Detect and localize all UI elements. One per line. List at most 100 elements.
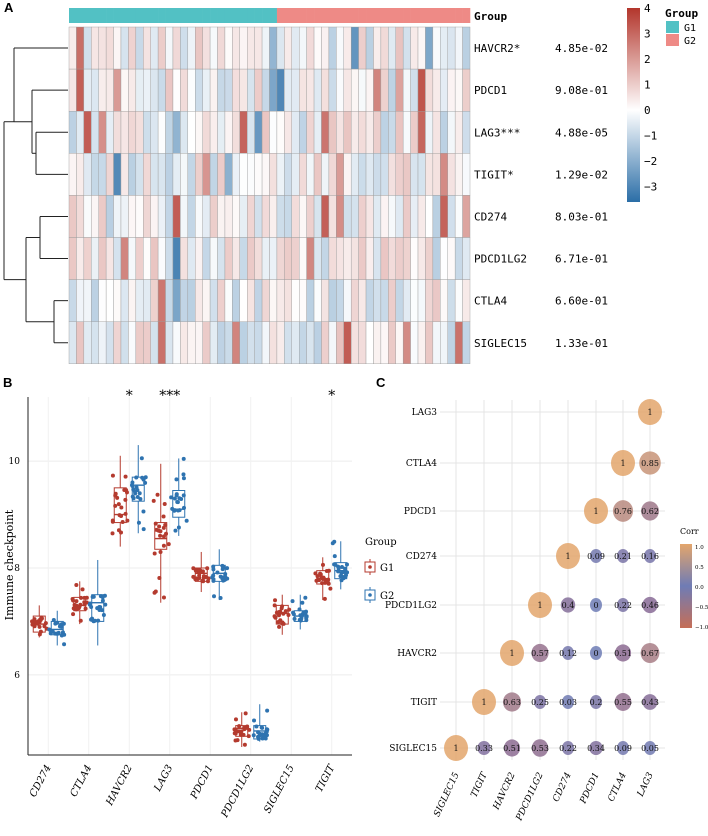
heatmap-cell xyxy=(128,68,137,112)
heatmap-cell xyxy=(128,279,137,322)
corr-x-label: PDCD1LG2 xyxy=(514,771,546,824)
corr-ellipse xyxy=(644,549,656,563)
boxplot-point xyxy=(54,631,59,636)
heatmap-cell xyxy=(284,110,292,154)
heatmap-cell xyxy=(232,321,240,365)
boxplot-point xyxy=(177,496,182,501)
corr-ellipse xyxy=(444,735,468,761)
heatmap-cell xyxy=(247,26,255,70)
annotation-cell xyxy=(269,8,278,23)
heatmap-cell xyxy=(247,195,255,238)
heatmap-cell xyxy=(224,321,233,365)
heatmap-cell xyxy=(217,153,226,196)
boxplot-point xyxy=(197,573,202,578)
boxplot-point xyxy=(143,480,148,485)
heatmap-pvalue: 1.33e-01 xyxy=(555,337,608,350)
heatmap-cell xyxy=(402,279,411,322)
heatmap-cell xyxy=(232,68,240,112)
heatmap-cell xyxy=(365,26,374,70)
annotation-cell xyxy=(440,8,449,23)
heatmap-cell xyxy=(224,110,233,154)
heatmap-pvalue: 4.85e-02 xyxy=(555,42,608,55)
corr-y-label: LAG3 xyxy=(412,408,438,418)
boxplot-point xyxy=(292,616,297,621)
boxplot-point xyxy=(62,642,67,647)
boxplot-x-tick-label: HAVCR2 xyxy=(104,763,135,808)
annotation-cell xyxy=(306,8,315,23)
boxplot-point xyxy=(161,514,166,519)
heatmap-cell xyxy=(276,195,285,238)
heatmap-cell xyxy=(299,321,307,365)
heatmap-cell xyxy=(91,279,99,322)
heatmap-cell xyxy=(202,110,211,154)
heatmap-cell xyxy=(313,195,322,238)
heatmap-cell xyxy=(291,110,300,154)
boxplot-point xyxy=(320,581,325,586)
corr-value-label: 0.51 xyxy=(503,744,521,753)
boxplot-point xyxy=(174,477,179,482)
heatmap-cell xyxy=(157,153,166,196)
heatmap-cell xyxy=(202,68,211,112)
boxplot-point xyxy=(110,519,115,524)
heatmap-cell xyxy=(388,153,396,196)
heatmap-cell xyxy=(195,321,203,365)
corr-value-label: 0.34 xyxy=(587,744,605,753)
boxplot-point xyxy=(212,594,217,599)
heatmap-cell xyxy=(328,321,337,365)
corr-y-label: TIGIT xyxy=(411,698,437,708)
boxplot-point xyxy=(124,488,129,493)
corr-value-label: 0.46 xyxy=(641,601,659,610)
heatmap-cell xyxy=(261,279,270,322)
corr-value-label: 0.12 xyxy=(559,649,577,658)
boxplot-point xyxy=(281,621,286,626)
heatmap-cell xyxy=(365,153,374,196)
heatmap-cell xyxy=(180,110,189,154)
corr-value-label: 1 xyxy=(647,408,652,417)
corr-ellipse xyxy=(589,740,603,756)
heatmap-cell xyxy=(76,110,85,154)
boxplot-point xyxy=(233,717,238,722)
boxplot-point xyxy=(83,606,88,611)
boxplot-point xyxy=(205,566,210,571)
heatmap-cell xyxy=(172,26,181,70)
heatmap-cell xyxy=(410,321,419,365)
heatmap-cell xyxy=(328,110,337,154)
heatmap-cell xyxy=(195,68,203,112)
corr-ellipse xyxy=(617,598,629,612)
heatmap-cell xyxy=(187,110,196,154)
heatmap-cell xyxy=(402,153,411,196)
annotation-cell xyxy=(247,8,255,23)
boxplot-y-tick-label: 6 xyxy=(14,671,20,681)
heatmap-cell xyxy=(247,279,255,322)
heatmap-cell xyxy=(224,279,233,322)
boxplot-point xyxy=(237,724,242,729)
boxplot-point xyxy=(315,574,320,579)
corr-ellipse xyxy=(562,646,574,660)
panel-label-b: B xyxy=(3,375,12,390)
corr-value-label: 1 xyxy=(593,507,598,516)
heatmap-cell xyxy=(254,321,263,365)
heatmap-cell xyxy=(224,153,233,196)
annotation-cell xyxy=(106,8,114,23)
heatmap-cell xyxy=(454,279,463,322)
heatmap-cell xyxy=(395,110,404,154)
boxplot-point xyxy=(123,511,128,516)
heatmap-cell xyxy=(68,26,77,70)
heatmap-cell xyxy=(68,195,77,238)
annotation-cell xyxy=(254,8,263,23)
corr-value-label: 0.85 xyxy=(641,459,659,468)
annotation-cell xyxy=(91,8,100,23)
boxplot-point xyxy=(139,456,144,461)
boxplot-point xyxy=(60,630,65,635)
heatmap-cell xyxy=(365,195,374,238)
heatmap-cell xyxy=(299,279,307,322)
heatmap-cell xyxy=(313,153,322,196)
heatmap-cell xyxy=(135,195,144,238)
boxplot-point xyxy=(82,595,87,600)
heatmap-cell xyxy=(365,321,374,365)
boxplot-point xyxy=(158,533,163,538)
boxplot-point xyxy=(155,492,160,497)
annotation-cell xyxy=(232,8,241,23)
corr-value-label: 0.55 xyxy=(614,698,632,707)
heatmap-cell xyxy=(165,279,174,322)
